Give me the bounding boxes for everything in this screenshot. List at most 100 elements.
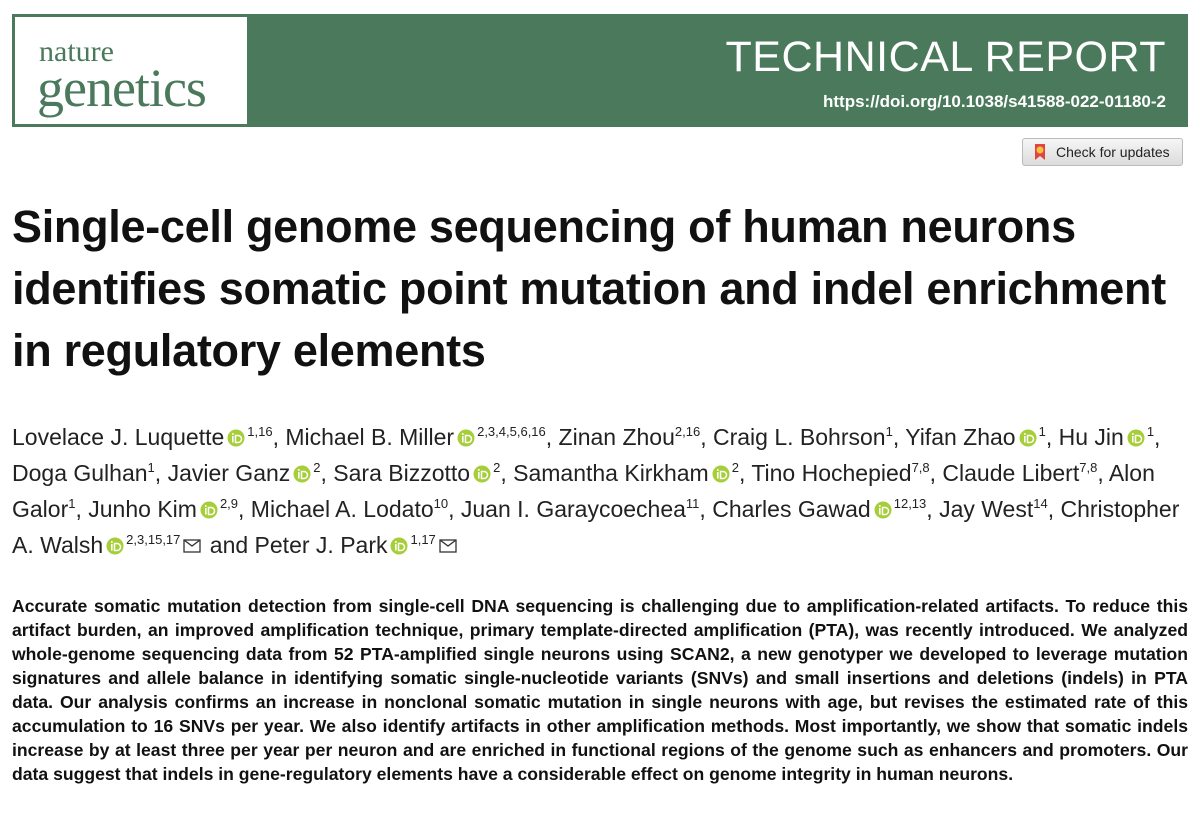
orcid-icon[interactable] (293, 465, 311, 483)
author: Junho Kim 2,9, (88, 496, 244, 522)
author-name: Junho Kim (88, 496, 197, 522)
author-separator: , (699, 496, 706, 522)
author-affiliations: 1,16 (247, 424, 273, 439)
orcid-icon[interactable] (712, 465, 730, 483)
author-affiliations: 10 (433, 496, 449, 511)
author: Doga Gulhan1, (12, 460, 161, 486)
author-affiliations: 12,13 (893, 496, 927, 511)
author: Alon Galor1, (12, 460, 1155, 522)
article-title: Single-cell genome sequencing of human n… (12, 201, 1166, 376)
author: Charles Gawad 12,13, (712, 496, 932, 522)
doi-link[interactable]: https://doi.org/10.1038/s41588-022-01180… (822, 92, 1166, 111)
author-separator: , (1097, 460, 1104, 486)
article-type: TECHNICAL REPORT (725, 33, 1166, 81)
author-name: Alon Galor (12, 460, 1155, 522)
author-name: Sara Bizzotto (333, 460, 471, 486)
author-separator: , (926, 496, 933, 522)
orcid-icon[interactable] (457, 429, 475, 447)
author-affiliations: 11 (685, 496, 700, 511)
author-separator: , (929, 460, 937, 486)
author-separator: , (448, 496, 455, 522)
author-affiliations: 1 (147, 460, 155, 475)
author-affiliations: 2,16 (674, 424, 701, 439)
author: Jay West14, (939, 496, 1054, 522)
author-name: Charles Gawad (712, 496, 871, 522)
logo-genetics: genetics (37, 58, 207, 118)
author: Zinan Zhou2,16, (559, 424, 707, 450)
author-name: Craig L. Bohrson (713, 424, 886, 450)
author-name: Peter J. Park (254, 532, 388, 558)
author-separator: , (238, 496, 245, 522)
journal-logo[interactable]: nature genetics (15, 17, 247, 124)
author-affiliations: 2,9 (219, 496, 239, 511)
author-separator: , (700, 424, 707, 450)
author-name: Claude Libert (942, 460, 1080, 486)
author-affiliations: 7,8 (911, 460, 930, 475)
author-separator: , (545, 424, 553, 450)
author-affiliations: 2 (313, 460, 321, 475)
check-icon (1035, 144, 1045, 160)
author-affiliations: 1 (1146, 424, 1155, 439)
author-separator: , (75, 496, 82, 522)
orcid-icon[interactable] (1127, 429, 1145, 447)
author-name: Doga Gulhan (12, 460, 148, 486)
check-updates-label: Check for updates (1056, 144, 1170, 160)
author: Sara Bizzotto 2, (333, 460, 506, 486)
author-name: Michael A. Lodato (250, 496, 434, 522)
author-name: Hu Jin (1058, 424, 1124, 450)
orcid-icon[interactable] (1019, 429, 1037, 447)
author: Craig L. Bohrson1, (713, 424, 899, 450)
author: Hu Jin 1, (1059, 424, 1161, 450)
author: Michael B. Miller 2,3,4,5,6,16, (285, 424, 552, 450)
author-name: Tino Hochepied (751, 460, 912, 486)
orcid-icon[interactable] (106, 537, 124, 555)
author-affiliations: 1 (68, 496, 76, 511)
author-separator: , (1045, 424, 1053, 450)
author-name: Juan I. Garaycoechea (460, 496, 686, 522)
orcid-icon[interactable] (874, 501, 892, 519)
author-affiliations: 14 (1033, 496, 1048, 511)
author-name: Jay West (939, 496, 1034, 522)
author-separator: , (1047, 496, 1055, 522)
author-separator: , (892, 424, 900, 450)
author-list: Lovelace J. Luquette 1,16, Michael B. Mil… (12, 419, 1192, 563)
author: Claude Libert7,8, (942, 460, 1103, 486)
author-affiliations: 7,8 (1079, 460, 1098, 475)
author-affiliations: 1,17 (410, 532, 436, 547)
author: Lovelace J. Luquette 1,16, (12, 424, 279, 450)
author-separator: , (320, 460, 327, 486)
orcid-icon[interactable] (200, 501, 218, 519)
email-icon[interactable] (439, 537, 457, 555)
author: Juan I. Garaycoechea11, (461, 496, 706, 522)
author-separator: , (272, 424, 279, 450)
author-name: Michael B. Miller (285, 424, 455, 450)
author-separator: , (738, 460, 746, 486)
author-affiliations: 1 (885, 424, 893, 439)
orcid-icon[interactable] (227, 429, 245, 447)
author: Javier Ganz 2, (168, 460, 327, 486)
author: Tino Hochepied7,8, (751, 460, 936, 486)
author-name: Javier Ganz (167, 460, 291, 486)
author-conjunction: and (209, 532, 249, 558)
author: Peter J. Park 1,17 (255, 532, 459, 558)
author: Yifan Zhao 1, (905, 424, 1052, 450)
check-updates-button[interactable]: Check for updates (1022, 138, 1183, 166)
email-icon[interactable] (183, 537, 202, 555)
author-name: Lovelace J. Luquette (12, 424, 225, 450)
author-affiliations: 2 (493, 460, 501, 475)
logo-nature: nature (39, 35, 114, 68)
orcid-icon[interactable] (473, 465, 491, 483)
author-affiliations: 1 (1038, 424, 1046, 439)
author-separator: , (1154, 424, 1161, 450)
author-separator: , (154, 460, 162, 486)
author-separator: , (500, 460, 507, 486)
author: Christopher A. Walsh 2,3,15,17 (12, 496, 1179, 558)
author: Michael A. Lodato10, (251, 496, 455, 522)
abstract: Accurate somatic mutation detection from… (12, 596, 1188, 784)
journal-banner: nature genetics TECHNICAL REPORT https:/… (12, 14, 1188, 127)
orcid-icon[interactable] (390, 537, 408, 555)
author-name: Samantha Kirkham (513, 460, 709, 486)
author-name: Zinan Zhou (558, 424, 675, 450)
